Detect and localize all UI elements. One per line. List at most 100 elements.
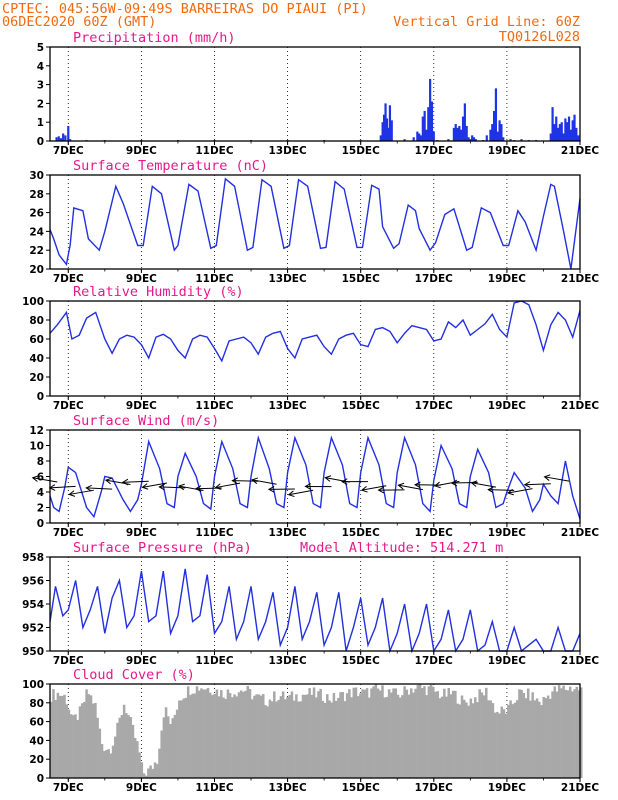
pres-series-line xyxy=(49,568,581,654)
precip-bar xyxy=(577,135,580,141)
cloud-bar xyxy=(328,700,331,778)
cloud-bar xyxy=(520,689,523,778)
pres-panel: Surface Pressure (hPa) Model Altitude: 51… xyxy=(22,540,599,667)
cloud-bar xyxy=(460,695,464,778)
cloud-bar xyxy=(206,687,210,778)
temp-ytick-label: 26 xyxy=(29,208,44,220)
pres-xtick-label: 21DEC xyxy=(561,655,600,667)
cloud-bar xyxy=(387,689,391,778)
temp-xtick-label: 17DEC xyxy=(415,273,454,285)
cloud-bar xyxy=(306,694,309,778)
cloud-bar xyxy=(153,762,157,778)
cloud-ytick-label: 100 xyxy=(22,679,44,691)
cloud-bar xyxy=(323,702,327,778)
rh-xtick-label: 21DEC xyxy=(561,400,600,412)
wind-arrow xyxy=(86,487,113,490)
wind-arrow xyxy=(488,489,515,491)
cloud-bar xyxy=(370,688,373,778)
cloud-bar xyxy=(160,730,163,778)
cloud-bar xyxy=(551,691,554,778)
precip-bar xyxy=(388,105,392,141)
cloud-bar xyxy=(403,686,406,778)
cloud-bar xyxy=(257,694,261,778)
cloud-bar xyxy=(350,697,353,778)
cloud-bar xyxy=(425,695,428,778)
wind-ytick-label: 6 xyxy=(37,472,44,484)
precip-bar xyxy=(390,120,393,141)
cloud-bar xyxy=(533,700,537,778)
wind-arrow xyxy=(507,488,533,494)
cloud-bar xyxy=(334,700,338,778)
cloud-bar xyxy=(485,687,488,778)
cloud-bar xyxy=(317,691,320,778)
temp-ytick-label: 22 xyxy=(29,245,44,257)
precip-ytick-label: 2 xyxy=(37,98,44,110)
cloud-bar xyxy=(235,696,239,778)
cloud-bar xyxy=(354,687,358,778)
cloud-bar xyxy=(264,705,267,778)
pres-ytick-label: 952 xyxy=(22,623,44,635)
pres-ytick-label: 950 xyxy=(22,646,44,658)
cloud-bar xyxy=(156,763,159,778)
cloud-bar xyxy=(549,698,552,778)
cloud-bar xyxy=(303,694,307,778)
wind-arrow xyxy=(288,489,314,496)
cloud-bar xyxy=(142,773,146,778)
wind-arrow xyxy=(434,480,460,487)
cloud-bar xyxy=(383,697,386,778)
precip-xtick-label: 17DEC xyxy=(415,145,454,157)
precip-bar xyxy=(465,125,468,141)
precip-bar xyxy=(59,138,63,141)
wind-ytick-label: 0 xyxy=(37,518,44,530)
cloud-bar xyxy=(277,699,280,778)
cloud-bar xyxy=(144,775,148,778)
temp-series-line xyxy=(49,177,581,270)
cloud-bar xyxy=(436,691,439,778)
cloud-bar xyxy=(489,700,492,778)
temp-xtick-label: 15DEC xyxy=(342,273,381,285)
cloud-bar xyxy=(273,691,276,778)
cloud-bar xyxy=(127,715,130,778)
pres-ytick-label: 958 xyxy=(22,552,44,564)
cloud-bar xyxy=(372,686,375,778)
precip-bar xyxy=(520,139,523,141)
wind-panel: Surface Wind (m/s) 0 2 4 6 8 10 12 7DEC 9DEC 11DEC… xyxy=(29,413,599,539)
cloud-bar xyxy=(553,686,557,778)
rh-ytick-label: 40 xyxy=(29,353,44,365)
cloud-xtick-label: 7DEC xyxy=(53,782,84,794)
cloud-bar xyxy=(209,692,212,778)
header-date: 06DEC2020 60Z (GMT) xyxy=(2,14,156,30)
cloud-bar xyxy=(330,702,333,778)
cloud-bar xyxy=(100,744,104,778)
cloud-bar xyxy=(352,687,356,778)
temp-ytick-label: 20 xyxy=(29,264,44,276)
cloud-bar xyxy=(125,713,128,778)
cloud-bar xyxy=(286,696,289,778)
wind-arrowhead xyxy=(523,481,531,488)
cloud-bar xyxy=(98,728,102,778)
temp-xtick-label: 13DEC xyxy=(268,273,307,285)
precip-bar xyxy=(418,133,421,141)
wind-arrowhead xyxy=(324,475,332,482)
wind-arrowhead xyxy=(450,479,458,487)
cloud-bar xyxy=(109,753,113,778)
precip-xtick-label: 19DEC xyxy=(488,145,527,157)
cloud-bar xyxy=(502,709,506,778)
cloud-bar xyxy=(575,686,579,778)
wind-arrowhead xyxy=(487,486,494,494)
pres-ytick-label: 956 xyxy=(22,576,44,588)
cloud-bar xyxy=(557,685,561,778)
cloud-bar xyxy=(270,701,274,778)
temp-title: Surface Temperature (nC) xyxy=(73,158,268,174)
cloud-bar xyxy=(197,690,201,778)
cloud-bar xyxy=(186,686,190,778)
wind-xtick-label: 15DEC xyxy=(342,527,381,539)
cloud-bar xyxy=(504,713,508,778)
wind-ytick-label: 8 xyxy=(37,456,44,468)
cloud-bar xyxy=(262,694,265,778)
pres-xtick-label: 7DEC xyxy=(53,655,84,667)
precip-bar xyxy=(57,136,60,141)
precip-bar xyxy=(381,122,384,141)
rh-ytick-label: 60 xyxy=(29,334,44,346)
